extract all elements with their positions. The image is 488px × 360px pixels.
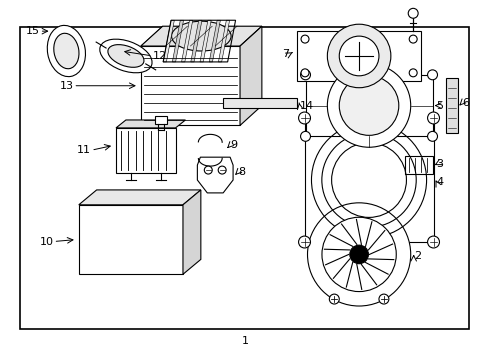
Circle shape: [427, 70, 437, 80]
Bar: [20, 27, 468, 329]
Circle shape: [300, 131, 310, 141]
Ellipse shape: [108, 45, 143, 67]
Circle shape: [298, 112, 310, 124]
Circle shape: [427, 112, 439, 124]
Bar: [116, 128, 175, 172]
Circle shape: [408, 35, 416, 43]
Circle shape: [326, 24, 390, 88]
Polygon shape: [79, 190, 201, 205]
Polygon shape: [172, 20, 183, 62]
Text: 6: 6: [461, 98, 468, 108]
Text: 8: 8: [238, 167, 244, 177]
Bar: [305, 75, 432, 136]
Polygon shape: [218, 20, 229, 62]
Text: 12: 12: [152, 51, 166, 61]
Circle shape: [407, 8, 417, 18]
Circle shape: [339, 36, 378, 76]
Circle shape: [328, 294, 339, 304]
Polygon shape: [190, 20, 202, 62]
Circle shape: [339, 76, 398, 135]
Circle shape: [321, 217, 395, 292]
Circle shape: [427, 236, 439, 248]
Polygon shape: [240, 26, 262, 125]
Bar: [222, 98, 297, 108]
Text: 1: 1: [241, 336, 248, 346]
Circle shape: [326, 64, 410, 147]
Circle shape: [307, 203, 410, 306]
Ellipse shape: [171, 21, 231, 51]
Bar: [79, 205, 183, 274]
Circle shape: [349, 245, 367, 264]
Text: 9: 9: [230, 140, 237, 150]
Text: 11: 11: [77, 145, 91, 155]
Polygon shape: [197, 157, 233, 193]
Polygon shape: [209, 20, 220, 62]
Circle shape: [300, 70, 310, 80]
Bar: [141, 46, 240, 125]
Text: 15: 15: [25, 26, 40, 36]
Circle shape: [204, 166, 212, 174]
Circle shape: [301, 69, 308, 77]
Ellipse shape: [54, 33, 79, 69]
Text: 3: 3: [436, 159, 443, 169]
Text: 10: 10: [40, 237, 53, 247]
Circle shape: [427, 131, 437, 141]
Bar: [304, 118, 433, 242]
Polygon shape: [141, 26, 262, 46]
Text: 14: 14: [299, 100, 313, 111]
Polygon shape: [163, 20, 174, 62]
Bar: [297, 31, 420, 81]
Circle shape: [301, 35, 308, 43]
Text: 13: 13: [59, 81, 73, 91]
Polygon shape: [183, 190, 201, 274]
Ellipse shape: [47, 26, 85, 77]
Text: 5: 5: [436, 100, 443, 111]
Polygon shape: [200, 20, 211, 62]
Bar: [446, 78, 457, 133]
Text: 2: 2: [413, 251, 420, 261]
Circle shape: [378, 294, 388, 304]
Circle shape: [408, 69, 416, 77]
Circle shape: [218, 166, 225, 174]
Bar: [154, 117, 166, 125]
Ellipse shape: [100, 39, 152, 73]
Bar: [404, 156, 432, 174]
Text: 4: 4: [436, 177, 443, 187]
Circle shape: [298, 236, 310, 248]
Polygon shape: [116, 120, 185, 128]
Polygon shape: [181, 20, 192, 62]
Text: 7: 7: [282, 49, 289, 59]
